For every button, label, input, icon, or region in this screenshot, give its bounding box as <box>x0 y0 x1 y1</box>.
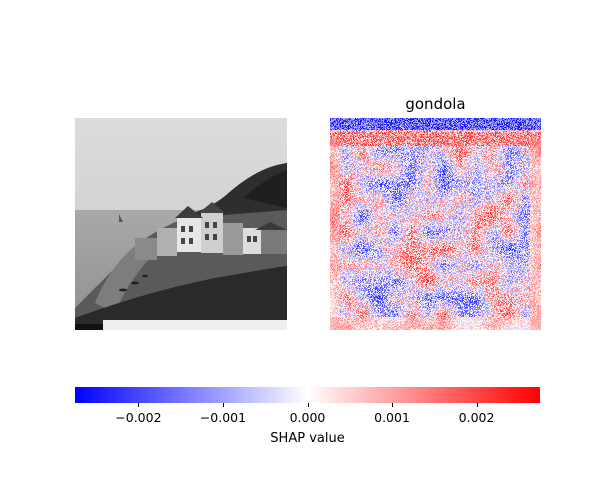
heatmap-title: gondola <box>405 95 466 113</box>
input-photo <box>75 118 287 330</box>
coastal-village-photo <box>75 118 287 330</box>
colorbar-label: SHAP value <box>270 431 345 446</box>
shap-heatmap-canvas <box>330 118 541 330</box>
colorbar-tick-label: −0.001 <box>199 410 247 425</box>
colorbar-tick <box>307 403 309 407</box>
colorbar-tick <box>222 403 224 407</box>
colorbar-tick <box>138 403 140 407</box>
colorbar-tick <box>476 403 478 407</box>
colorbar-tick-label: −0.002 <box>115 410 162 425</box>
colorbar-tick-label: 0.001 <box>374 410 410 425</box>
colorbar <box>75 387 540 403</box>
colorbar-tick-label: 0.002 <box>458 410 495 425</box>
shap-heatmap <box>330 118 541 330</box>
colorbar-tick-label: 0.000 <box>289 410 326 425</box>
colorbar-ticks: −0.002 −0.001 0.000 0.001 0.002 <box>75 403 540 443</box>
colorbar-tick <box>392 403 394 407</box>
